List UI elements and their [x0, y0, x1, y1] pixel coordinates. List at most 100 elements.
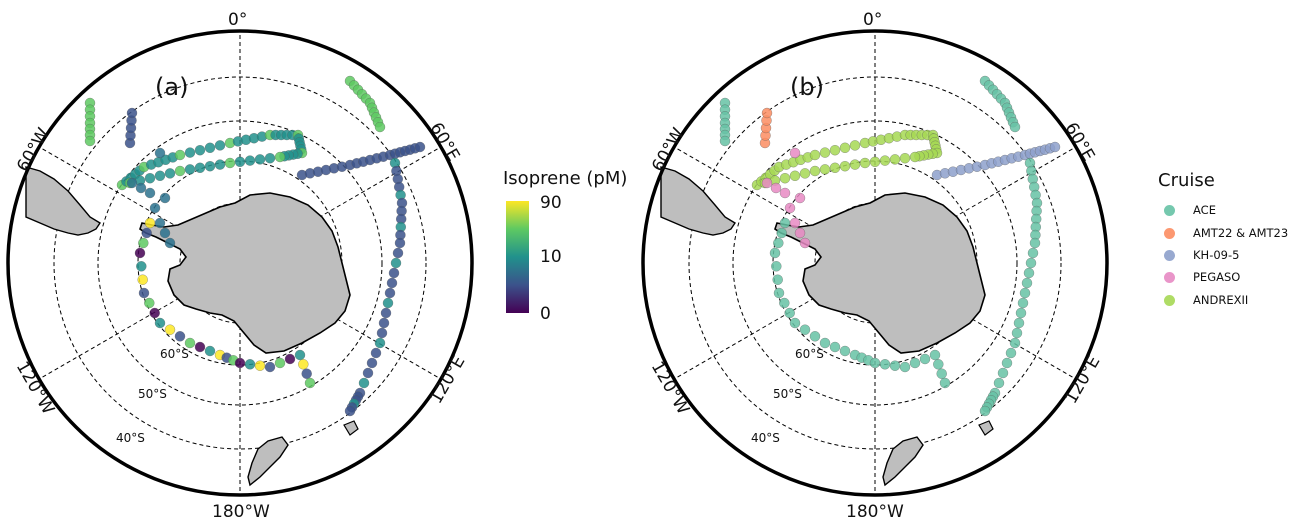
cruise-track-point: [809, 165, 821, 177]
cruise-track-point: [789, 317, 801, 329]
cruise-track-point: [274, 151, 286, 163]
cruise-track-point: [234, 357, 246, 369]
cruise-track-point: [144, 297, 155, 309]
cruise-track-point: [154, 147, 166, 159]
lon-label-0-a: 0°: [228, 10, 248, 30]
colorbar-title: Isoprene (pM): [503, 168, 628, 189]
cruise-track-point: [298, 359, 309, 370]
cruise-track-point: [135, 182, 147, 194]
cruise-track-point: [909, 357, 921, 369]
cruise-track-point: [1049, 141, 1061, 153]
cruise-track-point: [1009, 337, 1021, 349]
panel-a-label: (a): [155, 73, 189, 101]
legend-label-amt: AMT22 & AMT23: [1193, 226, 1289, 240]
cruise-track-point: [933, 359, 944, 370]
cruise-track-point: [154, 217, 166, 229]
lat-label-60s-a: 60°S: [160, 347, 189, 361]
legend-swatch-kh: [1164, 250, 1175, 261]
lat-label-40s-b: 40°S: [751, 431, 780, 445]
cruise-track-point: [174, 331, 186, 342]
cruise-track-point: [386, 277, 398, 289]
cruise-track-point: [254, 360, 266, 371]
colorbar-tick-0: 0: [540, 304, 551, 324]
cruise-track-point: [799, 324, 811, 335]
cruise-track-point: [138, 287, 150, 299]
cruise-track-point: [390, 257, 402, 269]
cruise-track-point: [294, 349, 306, 361]
cruise-track-point: [194, 162, 206, 173]
legend-label-ace: ACE: [1193, 203, 1216, 217]
cruise-track-point: [1025, 257, 1037, 269]
cruise-track-point: [889, 154, 901, 165]
cruise-track-point: [794, 227, 806, 239]
cruise-track-point: [859, 157, 871, 169]
cruise-track-point: [144, 217, 156, 229]
cruise-track-point: [889, 360, 901, 371]
cruise-track-point: [388, 267, 400, 279]
map-frame: [641, 29, 1109, 497]
cruise-track-point: [1021, 277, 1033, 289]
cruise-track-point: [779, 173, 791, 184]
cruise-track-point: [204, 345, 216, 357]
lat-label-60s-b: 60°S: [795, 347, 824, 361]
cruise-track-point: [1029, 237, 1041, 249]
cruise-track-point: [136, 261, 147, 272]
cruise-track-point: [370, 347, 382, 359]
colorbar-tick-10: 10: [540, 247, 562, 267]
cruise-track-point: [154, 170, 166, 181]
cruise-track-point: [141, 227, 152, 239]
cruise-track-point: [214, 140, 226, 151]
cruise-track-point: [879, 155, 891, 166]
cruise-track-point: [244, 359, 256, 370]
cruise-track-point: [773, 237, 784, 249]
legend-swatch-ace: [1164, 205, 1175, 216]
cruise-track-point: [779, 297, 790, 309]
panel-b-label: (b): [790, 73, 824, 101]
cruise-track-point: [164, 168, 176, 179]
cruise-track-point: [819, 337, 831, 349]
cruise-track-point: [1027, 247, 1039, 259]
cruise-track-point: [154, 317, 166, 329]
cruise-track-point: [1005, 347, 1017, 359]
tasmania-landmass: [978, 420, 994, 436]
cruise-track-point: [164, 324, 176, 335]
south-america-landmass: [660, 166, 736, 236]
cruise-track-point: [1013, 317, 1025, 329]
lat-label-40s-a: 40°S: [116, 431, 145, 445]
lon-label-0-b: 0°: [863, 10, 883, 30]
lon-label-180w-a: 180°W: [212, 502, 270, 522]
cruise-track-point: [849, 140, 861, 151]
legend-label-kh: KH-09-5: [1193, 248, 1240, 262]
map-panel-a: [6, 29, 474, 497]
cruise-track-point: [929, 349, 941, 361]
cruise-track-point: [719, 135, 731, 147]
cruise-track-point: [809, 149, 821, 161]
cruise-track-point: [784, 307, 795, 319]
legend-label-andrex: ANDREXII: [1193, 293, 1249, 307]
cruise-track-point: [829, 145, 841, 156]
cruise-track-point: [939, 377, 951, 389]
cruise-track-point: [374, 121, 386, 133]
tasmania-landmass: [343, 420, 359, 436]
cruise-track-point: [184, 147, 196, 158]
cruise-track-point: [849, 159, 861, 170]
map-panel-b: [641, 29, 1109, 497]
cruise-track-point: [936, 368, 947, 379]
cruise-track-point: [301, 368, 312, 379]
cruise-track-point: [979, 405, 991, 417]
cruise-track-point: [138, 237, 149, 249]
cruise-track-point: [204, 161, 216, 172]
cruise-track-point: [761, 107, 773, 119]
cruise-track-point: [149, 202, 161, 214]
lat-label-50s-b: 50°S: [773, 387, 802, 401]
cruise-track-point: [761, 177, 773, 189]
cruise-track-point: [799, 237, 811, 249]
cruise-track-point: [134, 247, 146, 259]
cruise-track-point: [779, 217, 791, 229]
cruise-track-point: [84, 135, 96, 147]
cruise-track-point: [1017, 297, 1029, 309]
new-zealand-landmass: [247, 436, 289, 487]
cruise-track-point: [144, 173, 156, 184]
cruise-track-point: [779, 187, 791, 199]
cruise-track-point: [244, 155, 256, 166]
